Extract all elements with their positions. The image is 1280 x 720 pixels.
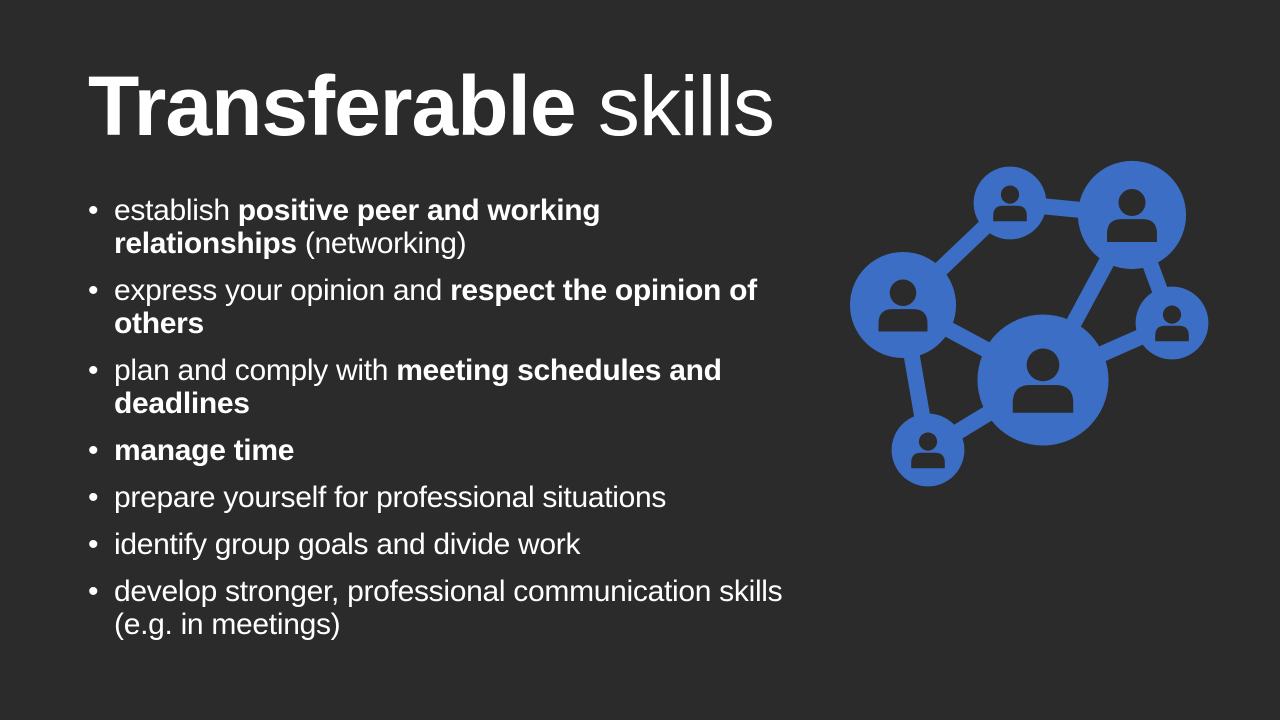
slide-title-bold: Transferable xyxy=(88,59,577,153)
bullet-text: develop stronger, professional communica… xyxy=(114,575,783,641)
bullet-text: (networking) xyxy=(296,227,467,260)
bullet-text-emphasis: respect the opinion of others xyxy=(114,274,757,340)
bullet-dot: • xyxy=(88,274,99,307)
person-head xyxy=(889,279,917,307)
bullet-dot: • xyxy=(88,575,99,608)
bullet-text: express your opinion and xyxy=(114,274,451,307)
bullet-text: prepare yourself for professional situat… xyxy=(114,481,667,514)
person-node xyxy=(973,166,1047,240)
bullet-dot: • xyxy=(88,354,99,387)
people-network-icon xyxy=(849,160,1209,487)
bullet-item: • express your opinion and respect the op… xyxy=(86,274,786,340)
person-head xyxy=(1118,189,1146,217)
bullet-item: • plan and comply with meeting schedules … xyxy=(86,354,786,420)
bullet-dot: • xyxy=(88,481,99,514)
person-node xyxy=(1135,286,1209,360)
bullet-dot: • xyxy=(88,194,99,227)
bullet-dot: • xyxy=(88,434,99,467)
person-head xyxy=(1162,305,1182,324)
person-body xyxy=(1155,325,1189,342)
person-head xyxy=(1026,348,1060,382)
person-body xyxy=(911,452,945,469)
person-head xyxy=(1000,185,1020,204)
bullet-item: • manage time xyxy=(86,434,786,467)
bullet-text-emphasis: manage time xyxy=(114,434,295,467)
bullet-text: establish xyxy=(114,194,238,227)
bullet-item: • prepare yourself for professional situa… xyxy=(86,481,786,514)
bullet-item: • establish positive peer and working rel… xyxy=(86,194,786,260)
bullet-dot: • xyxy=(88,528,99,561)
slide-title: Transferable skills xyxy=(88,59,775,153)
bullet-item: • identify group goals and divide work xyxy=(86,528,786,561)
bullet-text-emphasis: meeting schedules and deadlines xyxy=(114,354,722,420)
person-body xyxy=(993,205,1027,222)
bullet-text: plan and comply with xyxy=(114,354,397,387)
slide-title-light: skills xyxy=(597,59,775,153)
person-body xyxy=(1107,219,1157,243)
person-node xyxy=(977,314,1109,446)
person-body xyxy=(878,309,928,332)
bullet-item: • develop stronger, professional communic… xyxy=(86,575,786,641)
bullet-text-emphasis: positive peer and working relationships xyxy=(114,194,601,260)
person-node xyxy=(891,413,965,487)
person-body xyxy=(1012,385,1074,413)
bullet-list: • establish positive peer and working rel… xyxy=(86,194,786,655)
person-node xyxy=(1077,160,1187,270)
person-head xyxy=(918,432,938,451)
bullet-text: identify group goals and divide work xyxy=(114,528,581,561)
person-node xyxy=(849,251,957,359)
